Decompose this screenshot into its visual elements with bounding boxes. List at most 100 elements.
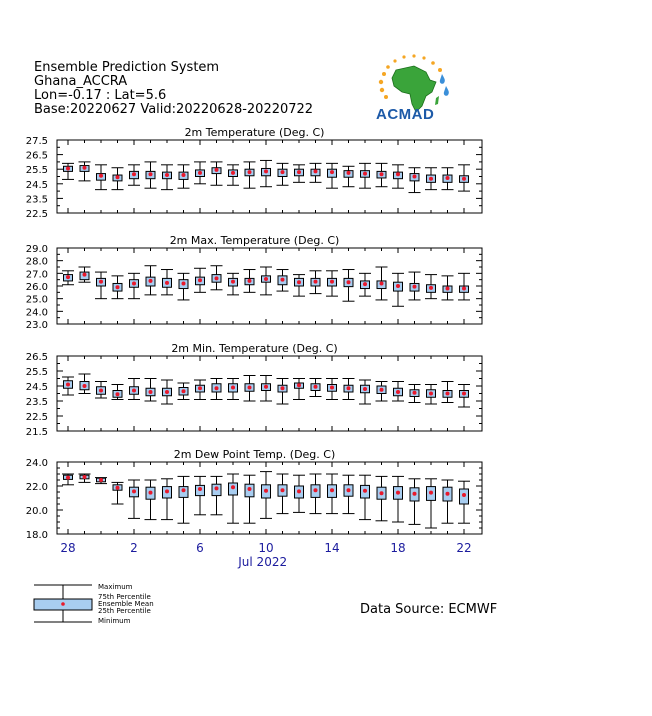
mean-marker: [363, 488, 367, 493]
y-tick-label: 23.5: [26, 397, 48, 408]
mean-marker: [346, 386, 351, 391]
data-source: Data Source: ECMWF: [360, 602, 498, 617]
header-line-4: Base:20220627 Valid:20220628-20220722: [34, 102, 314, 117]
mean-marker: [99, 279, 103, 284]
mean-marker: [330, 170, 334, 175]
mean-marker: [148, 390, 153, 394]
y-tick-label: 23.0: [26, 320, 48, 331]
africa-map-icon: [378, 54, 449, 113]
mean-marker: [198, 170, 202, 175]
y-tick-label: 29.0: [26, 244, 48, 255]
mean-marker: [379, 387, 384, 392]
mean-marker: [429, 285, 433, 290]
mean-marker: [429, 391, 433, 396]
y-tick-label: 25.5: [26, 165, 48, 176]
mean-marker: [66, 475, 70, 480]
mean-marker: [132, 172, 136, 177]
mean-marker: [247, 487, 252, 491]
mean-marker: [247, 170, 252, 175]
mean-marker: [379, 491, 384, 496]
panel-title: 2m Min. Temperature (Deg. C): [171, 342, 337, 355]
y-tick-label: 24.0: [26, 458, 48, 469]
mean-marker: [412, 174, 417, 179]
mean-marker: [297, 280, 301, 285]
mean-marker: [247, 385, 252, 390]
y-tick-label: 23.5: [26, 194, 48, 205]
mean-marker: [198, 386, 202, 391]
mean-marker: [462, 286, 466, 291]
x-tick-label: 28: [60, 541, 75, 555]
mean-marker: [462, 391, 466, 396]
x-tick-label: 18: [390, 541, 405, 555]
y-tick-label: 28.0: [26, 257, 48, 268]
mean-marker: [396, 284, 400, 288]
x-month-label: Jul 2022: [237, 555, 287, 569]
mean-marker: [412, 284, 417, 289]
mean-marker: [99, 478, 103, 482]
mean-marker: [330, 385, 334, 390]
mean-marker: [280, 488, 285, 493]
y-tick-label: 18.0: [26, 530, 48, 541]
mean-marker: [82, 475, 87, 479]
mean-marker: [297, 489, 301, 494]
mean-marker: [363, 282, 367, 287]
y-tick-label: 22.5: [26, 412, 48, 423]
mean-marker: [313, 384, 318, 389]
logo-text: ACMAD: [376, 106, 435, 123]
mean-marker: [346, 488, 351, 493]
mean-marker: [379, 281, 384, 286]
mean-marker: [181, 281, 186, 286]
y-tick-label: 27.0: [26, 269, 48, 280]
mean-marker: [445, 491, 450, 496]
mean-marker: [115, 285, 120, 290]
x-tick-label: 10: [258, 541, 273, 555]
mean-marker: [346, 170, 351, 175]
header-line-1: Ensemble Prediction System: [34, 60, 220, 75]
panel-title: 2m Temperature (Deg. C): [185, 126, 325, 139]
mean-marker: [429, 490, 433, 495]
mean-marker: [115, 175, 120, 180]
mean-marker: [379, 172, 384, 177]
mean-marker: [181, 488, 186, 493]
mean-marker: [148, 278, 153, 283]
mean-marker: [363, 171, 367, 176]
mean-marker: [66, 166, 70, 171]
mean-marker: [231, 385, 235, 390]
mean-marker: [181, 389, 186, 394]
mean-marker: [165, 280, 169, 285]
mean-marker: [198, 487, 202, 491]
mean-marker: [148, 490, 153, 495]
mean-marker: [412, 491, 417, 496]
mean-marker: [231, 485, 235, 490]
mean-marker: [115, 392, 120, 397]
y-tick-label: 27.5: [26, 136, 48, 147]
mean-marker: [231, 279, 235, 284]
mean-marker: [346, 280, 351, 285]
y-tick-label: 25.5: [26, 367, 48, 378]
mean-marker: [462, 493, 466, 497]
mean-marker: [132, 281, 136, 286]
mean-marker: [462, 176, 466, 181]
legend-mean: Ensemble Mean: [98, 600, 154, 608]
mean-marker: [264, 169, 268, 174]
mean-marker: [396, 172, 400, 177]
mean-marker: [82, 384, 87, 388]
y-tick-label: 22.5: [26, 209, 48, 220]
mean-marker: [231, 170, 235, 175]
y-tick-label: 25.0: [26, 295, 48, 306]
mean-marker: [66, 275, 70, 280]
y-tick-label: 20.0: [26, 506, 48, 517]
legend-p75: 75th Percentile: [98, 593, 151, 601]
mean-marker: [396, 390, 400, 394]
mean-marker: [445, 391, 450, 396]
mean-marker: [132, 388, 136, 393]
mean-marker: [313, 279, 318, 284]
mean-marker: [445, 175, 450, 180]
mean-marker: [214, 486, 219, 491]
y-tick-label: 24.0: [26, 307, 48, 318]
mean-marker: [264, 488, 268, 493]
panel-title: 2m Max. Temperature (Deg. C): [170, 234, 340, 247]
y-tick-label: 24.5: [26, 382, 48, 393]
